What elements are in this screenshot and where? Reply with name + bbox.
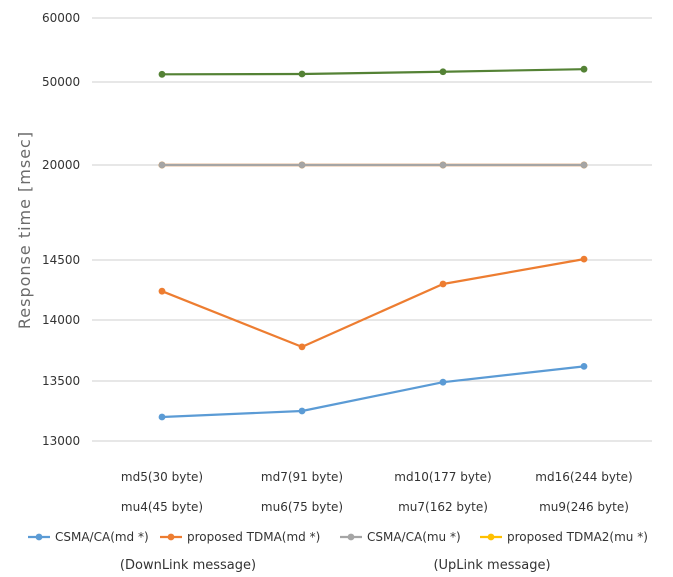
y-tick-label: 13000: [42, 434, 80, 448]
group-label: (UpLink message): [433, 558, 550, 573]
y-tick-label: 50000: [42, 75, 80, 89]
x-tick-label: mu7(162 byte): [398, 500, 488, 514]
data-point: [298, 161, 306, 169]
y-tick-label: 14000: [42, 313, 80, 327]
series-layer: [158, 65, 588, 421]
x-tick-label: md5(30 byte): [121, 470, 203, 484]
x-tick-label: md10(177 byte): [394, 470, 491, 484]
legend-label: proposed TDMA(md *): [187, 530, 320, 544]
data-point: [439, 378, 447, 386]
data-point: [158, 287, 166, 295]
x-tick-label: md7(91 byte): [261, 470, 343, 484]
x-tick-label: mu4(45 byte): [121, 500, 203, 514]
data-point: [298, 407, 306, 415]
data-point: [439, 161, 447, 169]
data-point: [298, 343, 306, 351]
y-tick-label: 20000: [42, 158, 80, 172]
data-point: [158, 413, 166, 421]
data-point: [580, 65, 588, 73]
legend-swatch-marker: [35, 533, 43, 541]
y-tick-label: 14500: [42, 253, 80, 267]
x-tick-labels: md5(30 byte) mu4(45 byte) md7(91 byte) mu6(…: [121, 470, 633, 514]
data-point: [439, 280, 447, 288]
legend-swatch-marker: [347, 533, 355, 541]
legend-label: proposed TDMA2(mu *): [507, 530, 648, 544]
x-tick-label: md16(244 byte): [535, 470, 632, 484]
legend-label: CSMA/CA(mu *): [367, 530, 461, 544]
data-point: [580, 161, 588, 169]
data-point: [298, 70, 306, 78]
series-line: [161, 365, 585, 419]
x-tick-label: mu9(246 byte): [539, 500, 629, 514]
data-point: [158, 70, 166, 78]
data-point: [158, 161, 166, 169]
group-labels: (DownLink message) (UpLink message): [120, 558, 551, 573]
group-label: (DownLink message): [120, 558, 256, 573]
legend: CSMA/CA(md *) proposed TDMA(md *) CSMA/CA(…: [28, 530, 648, 544]
series-line: [161, 68, 585, 76]
legend-label: CSMA/CA(md *): [55, 530, 149, 544]
y-axis-label: Response time [msec]: [15, 131, 34, 329]
legend-swatch-marker: [167, 533, 175, 541]
series-line: [161, 258, 585, 348]
data-point: [580, 255, 588, 263]
data-point: [439, 68, 447, 76]
x-tick-label: mu6(75 byte): [261, 500, 343, 514]
y-tick-label: 60000: [42, 11, 80, 25]
grid-layer: [92, 17, 652, 442]
legend-swatch-marker: [487, 533, 495, 541]
y-tick-labels: 60000 50000 20000 14500 14000 13500 13000: [42, 11, 80, 448]
y-tick-label: 13500: [42, 374, 80, 388]
data-point: [580, 362, 588, 370]
